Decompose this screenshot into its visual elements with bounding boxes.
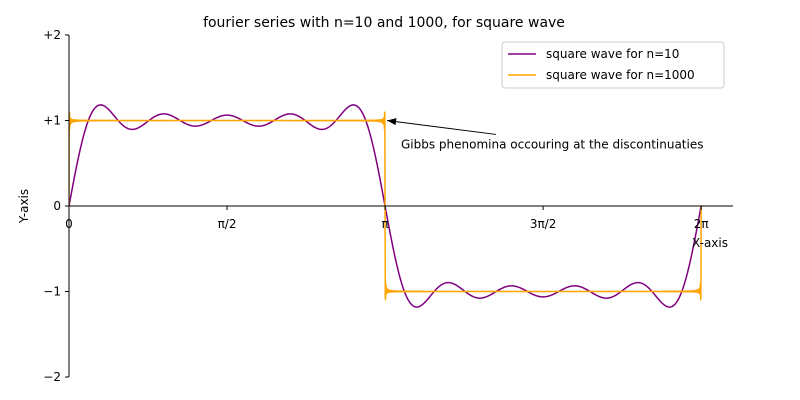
- y-axis-label: Y-axis: [17, 189, 31, 224]
- x-tick-label: 3π/2: [530, 217, 557, 231]
- y-ticks: +2 +1 0 −1 −2: [43, 28, 69, 384]
- chart-title: fourier series with n=10 and 1000, for s…: [203, 15, 565, 31]
- x-tick-label: π: [381, 217, 388, 231]
- legend-items: square wave for n=10 square wave for n=10…: [508, 47, 695, 82]
- y-tick-label: −2: [43, 370, 61, 384]
- annotation-text: Gibbs phenomina occouring at the discont…: [401, 137, 703, 151]
- annotation-arrow-head: [387, 118, 397, 126]
- x-tick-label: π/2: [218, 217, 237, 231]
- y-tick-label: +1: [43, 114, 61, 128]
- annotation-arrow-line: [387, 120, 497, 135]
- legend-box: [501, 41, 725, 89]
- legend: square wave for n=10 square wave for n=10…: [501, 41, 725, 89]
- legend-label: square wave for n=1000: [546, 68, 695, 82]
- y-tick-label: +2: [43, 28, 61, 42]
- x-tick-label: 2π: [694, 217, 709, 231]
- legend-label: square wave for n=10: [546, 47, 679, 61]
- x-ticks: 0 π/2 π 3π/2 2π: [65, 206, 709, 231]
- y-tick-label: −1: [43, 285, 61, 299]
- x-axis-label: X-axis: [692, 236, 728, 250]
- x-tick-label: 0: [65, 217, 73, 231]
- y-tick-label: 0: [53, 199, 61, 213]
- annotation: Gibbs phenomina occouring at the discont…: [387, 118, 703, 151]
